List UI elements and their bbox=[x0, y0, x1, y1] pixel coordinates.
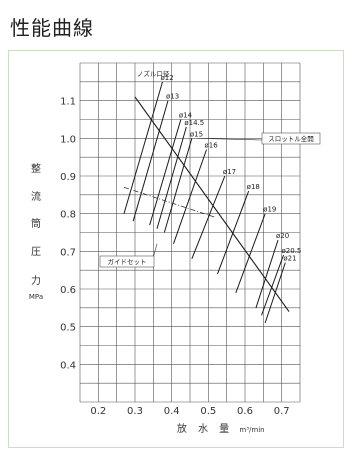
y-tick-label: 0.7 bbox=[60, 247, 76, 258]
chart-frame bbox=[8, 50, 344, 448]
guide-label-box bbox=[99, 255, 155, 268]
y-axis-label-char: 筒 bbox=[31, 217, 41, 230]
nozzle-curve bbox=[173, 149, 207, 244]
nozzle-curve bbox=[255, 239, 279, 308]
x-tick-label: 0.2 bbox=[90, 406, 106, 417]
x-axis-label: 放 水 量 bbox=[177, 422, 233, 435]
x-tick-label: 0.5 bbox=[200, 406, 216, 417]
nozzle-label: ø18 bbox=[247, 183, 260, 191]
nozzle-label: ø17 bbox=[223, 168, 236, 176]
page-title: 性能曲線 bbox=[10, 16, 94, 40]
nozzle-curve bbox=[261, 254, 284, 316]
y-tick-label: 0.5 bbox=[60, 323, 76, 334]
y-axis-label-char: 力 bbox=[31, 274, 41, 287]
nozzle-label: ø19 bbox=[263, 206, 276, 214]
nozzle-curve bbox=[132, 100, 169, 222]
nozzle-label: ø13 bbox=[166, 93, 179, 101]
nozzle-label: ø20 bbox=[276, 232, 289, 240]
throttle-label-box bbox=[261, 132, 321, 145]
nozzle-curve bbox=[217, 190, 250, 275]
nozzle-label: ø15 bbox=[190, 130, 203, 138]
nozzle-label: ø12 bbox=[161, 74, 174, 82]
x-tick-label: 0.4 bbox=[164, 406, 180, 417]
nozzle-curve bbox=[235, 213, 266, 293]
y-axis-label-char: 流 bbox=[31, 190, 41, 203]
y-tick-label: 1.1 bbox=[60, 97, 76, 108]
x-tick-label: 0.3 bbox=[127, 406, 143, 417]
nozzle-curve bbox=[156, 126, 187, 229]
y-axis-label-char: 整 bbox=[31, 162, 41, 175]
nozzle-header-label: ノズル口径 bbox=[137, 69, 170, 78]
guide-dash-line bbox=[123, 186, 216, 218]
y-axis-label-char: 圧 bbox=[31, 247, 41, 258]
nozzle-curve bbox=[191, 175, 226, 260]
x-axis-unit: m³/min bbox=[239, 426, 264, 434]
nozzle-curve bbox=[149, 119, 182, 226]
nozzle-curve bbox=[163, 138, 193, 233]
throttle-full-open-line bbox=[134, 96, 290, 312]
y-tick-label: 0.4 bbox=[60, 360, 76, 371]
nozzle-label: ø16 bbox=[205, 142, 219, 150]
guide-label: ガイドセット bbox=[108, 257, 147, 266]
nozzle-label: ø14 bbox=[179, 112, 193, 120]
y-tick-label: 0.9 bbox=[60, 172, 76, 183]
x-tick-label: 0.7 bbox=[274, 406, 290, 417]
nozzle-label: ø14.5 bbox=[184, 119, 204, 127]
x-tick-label: 0.6 bbox=[237, 406, 253, 417]
y-axis-unit: MPa bbox=[29, 293, 43, 301]
y-tick-label: 0.6 bbox=[60, 285, 76, 296]
throttle-label: スロットル全開 bbox=[268, 134, 314, 143]
y-tick-label: 1.0 bbox=[60, 134, 76, 145]
nozzle-label: ø21 bbox=[283, 255, 296, 263]
nozzle-curve bbox=[123, 81, 163, 214]
y-tick-label: 0.8 bbox=[60, 210, 76, 221]
throttle-leader-line bbox=[197, 138, 263, 141]
nozzle-label: ø20.5 bbox=[282, 247, 302, 255]
